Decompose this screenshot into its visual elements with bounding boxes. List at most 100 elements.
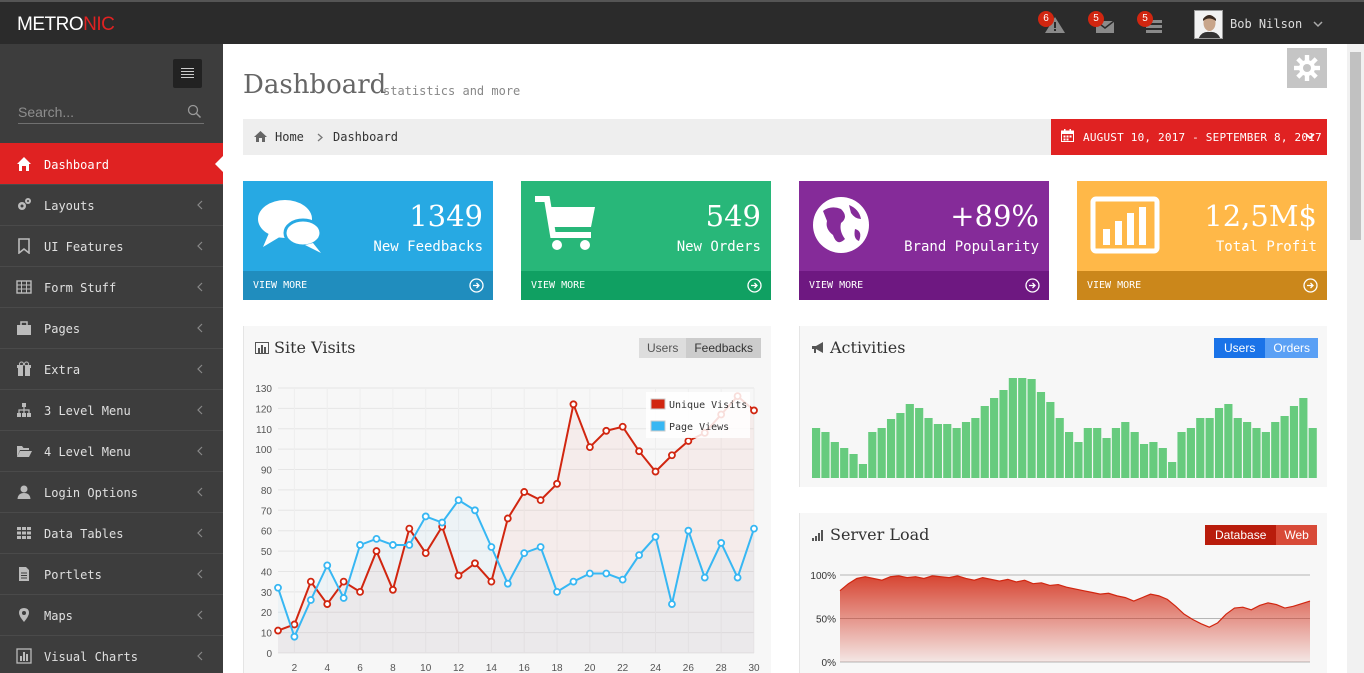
data-point[interactable] [750,524,758,533]
data-point[interactable] [388,585,397,594]
search-icon[interactable] [187,104,202,119]
data-point[interactable] [372,534,381,543]
activity-bar[interactable] [858,464,868,478]
activity-bar[interactable] [1036,392,1046,478]
data-point[interactable] [372,547,381,555]
activity-bar[interactable] [1139,444,1149,478]
activity-bar[interactable] [952,428,961,478]
activity-bar[interactable] [821,432,830,478]
sidebar-item-extra[interactable]: Extra [0,348,223,389]
data-point[interactable] [717,539,726,547]
data-point[interactable] [356,541,364,549]
data-point[interactable] [306,596,315,604]
activity-bar[interactable] [1177,432,1186,478]
activity-bar[interactable] [1280,416,1289,478]
page-scrollbar[interactable] [1347,44,1364,673]
activity-bar[interactable] [1186,428,1195,478]
activities-orders-tab[interactable]: Orders [1265,338,1319,358]
data-point[interactable] [635,447,644,456]
data-point[interactable] [454,496,463,505]
data-point[interactable] [569,577,578,586]
activity-bar[interactable] [849,454,858,478]
data-point[interactable] [503,514,512,523]
sidebar-item-login-options[interactable]: Login Options [0,471,223,512]
data-point[interactable] [651,467,660,476]
data-point[interactable] [405,524,414,533]
data-point[interactable] [553,587,561,596]
activity-bar[interactable] [812,428,821,478]
view-more-link[interactable]: VIEW MORE [521,271,771,300]
brand-logo[interactable]: METRONIC [17,14,115,35]
data-point[interactable] [585,443,594,452]
data-point[interactable] [323,600,332,608]
data-point[interactable] [668,451,676,460]
scrollbar-thumb[interactable] [1350,52,1361,240]
activity-bar[interactable] [868,432,877,478]
activity-bar[interactable] [1149,442,1158,478]
data-point[interactable] [536,496,545,505]
activity-bar[interactable] [1261,432,1270,478]
sidebar-item-layouts[interactable]: Layouts [0,184,223,225]
activity-bar[interactable] [1074,442,1083,478]
data-point[interactable] [700,573,709,582]
activity-bar[interactable] [1271,422,1280,478]
activity-bar[interactable] [1083,428,1092,478]
activity-bar[interactable] [924,418,933,478]
data-point[interactable] [471,506,479,515]
inbox-button[interactable]: 5 [1088,11,1116,34]
tasks-button[interactable]: 5 [1137,11,1165,34]
activity-bar[interactable] [1224,404,1233,478]
activity-bar[interactable] [943,424,952,478]
activity-bar[interactable] [1168,462,1177,478]
activity-bar[interactable] [933,424,942,478]
activity-bar[interactable] [1252,428,1261,478]
data-point[interactable] [503,579,512,588]
data-point[interactable] [290,620,299,629]
activity-bar[interactable] [1008,378,1017,478]
data-point[interactable] [388,541,397,549]
data-point[interactable] [618,422,627,431]
data-point[interactable] [618,575,627,584]
sidebar-item-ui-features[interactable]: UI Features [0,225,223,266]
data-point[interactable] [438,518,447,527]
data-point[interactable] [339,577,348,586]
data-point[interactable] [684,526,693,535]
user-menu[interactable]: Bob Nilson [1194,9,1324,39]
activity-bar[interactable] [1130,432,1139,478]
activity-bar[interactable] [1205,418,1214,478]
sidebar-item-maps[interactable]: Maps [0,594,223,635]
data-point[interactable] [405,541,414,549]
data-point[interactable] [668,600,676,608]
activity-bar[interactable] [1065,432,1074,478]
activity-bar[interactable] [1299,398,1308,478]
data-point[interactable] [536,543,545,551]
activities-users-tab[interactable]: Users [1214,338,1266,358]
activity-bar[interactable] [1214,408,1224,478]
activity-bar[interactable] [830,442,839,478]
data-point[interactable] [520,488,529,496]
data-point[interactable] [487,543,496,551]
server-load-database-tab[interactable]: Database [1205,525,1277,545]
data-point[interactable] [602,426,611,435]
activity-bar[interactable] [1243,422,1252,478]
sidebar-item-form-stuff[interactable]: Form Stuff [0,266,223,307]
activity-bar[interactable] [999,390,1008,478]
data-point[interactable] [585,569,594,578]
data-point[interactable] [306,577,315,586]
date-range-picker[interactable]: AUGUST 10, 2017 - SEPTEMBER 8, 2017 [1051,119,1327,155]
view-more-link[interactable]: VIEW MORE [243,271,493,300]
data-point[interactable] [651,532,660,541]
data-point[interactable] [274,583,282,592]
activity-bar[interactable] [1121,422,1130,478]
activity-bar[interactable] [1102,438,1111,478]
data-point[interactable] [356,587,364,596]
data-point[interactable] [553,479,561,488]
data-point[interactable] [323,561,332,570]
sidebar-item-pages[interactable]: Pages [0,307,223,348]
activity-bar[interactable] [1308,428,1317,478]
data-point[interactable] [569,400,578,409]
data-point[interactable] [733,573,742,582]
data-point[interactable] [339,594,348,602]
activity-bar[interactable] [1018,378,1027,478]
sidebar-item-4-level-menu[interactable]: 4 Level Menu [0,430,223,471]
